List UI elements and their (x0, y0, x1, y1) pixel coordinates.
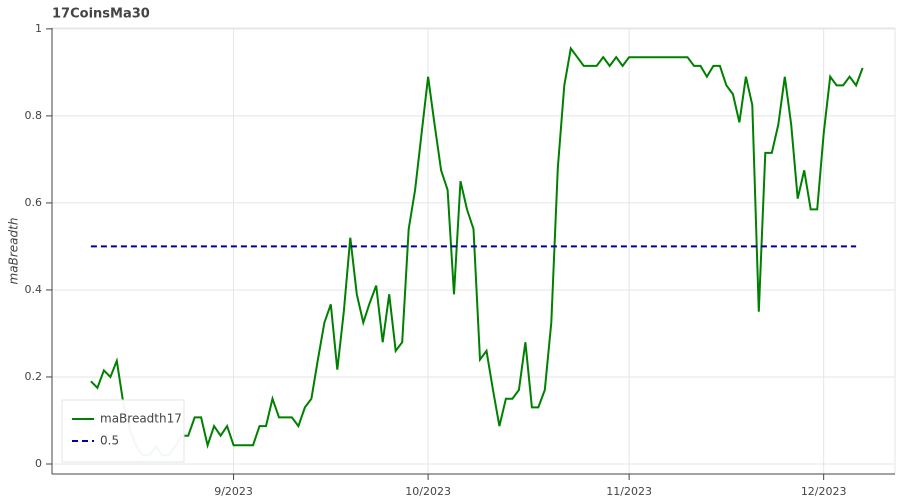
legend-label: 0.5 (100, 434, 119, 448)
series-line (90, 46, 864, 457)
y-tick-label: 0.2 (25, 370, 43, 383)
x-tick-label: 10/2023 (405, 485, 451, 498)
y-tick-label: 0.8 (25, 109, 43, 122)
x-tick-label: 12/2023 (801, 485, 847, 498)
y-tick-label: 1 (35, 22, 42, 35)
legend (61, 399, 185, 463)
y-tick-label: 0 (35, 457, 42, 470)
plot-area (51, 27, 896, 475)
legend-label: maBreadth17 (100, 412, 182, 426)
chart-title: 17CoinsMa30 (52, 7, 150, 22)
y-tick-label: 0.4 (25, 283, 43, 296)
y-axis-label: maBreadth (7, 218, 21, 285)
x-tick-label: 9/2023 (214, 485, 253, 498)
y-tick-label: 0.6 (25, 196, 43, 209)
x-tick-label: 11/2023 (606, 485, 652, 498)
